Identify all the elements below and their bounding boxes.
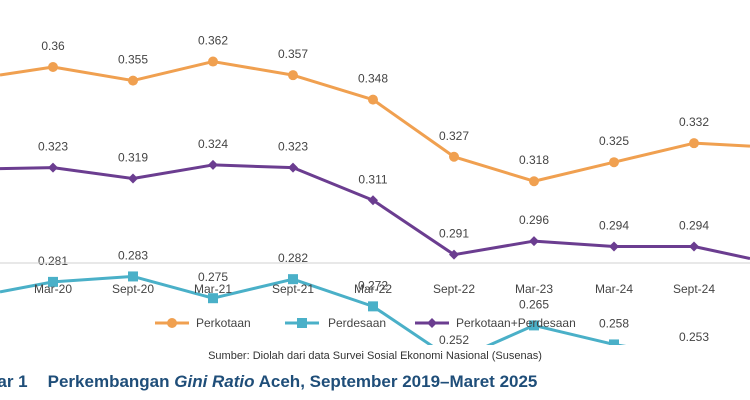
perkotaan-perdesaan-value-sept-24: 0.294 xyxy=(679,219,709,233)
x-tick-mar-23: Mar-23 xyxy=(515,282,553,296)
perdesaan-point-sept-20 xyxy=(128,271,138,282)
perkotaan-perdesaan-point-mar-23 xyxy=(529,236,539,247)
perkotaan-value-mar-23: 0.318 xyxy=(519,153,549,167)
perdesaan-point-mar-22 xyxy=(368,301,378,312)
perdesaan-value-mar-20: 0.281 xyxy=(38,254,68,268)
perdesaan-value-sept-21: 0.282 xyxy=(278,251,308,265)
perkotaan-value-mar-24: 0.325 xyxy=(599,134,629,148)
x-tick-mar-22: Mar-22 xyxy=(354,282,392,296)
legend-marker-perkotaan xyxy=(167,318,177,328)
perkotaan-value-sept-21: 0.357 xyxy=(278,47,308,61)
caption-italic: Gini Ratio xyxy=(174,372,255,391)
perkotaan-value-sept-20: 0.355 xyxy=(118,53,148,67)
legend-label-perkotaan-perdesaan: Perkotaan+Perdesaan xyxy=(456,316,576,330)
x-tick-mar-24: Mar-24 xyxy=(595,282,633,296)
perdesaan-point-mar-23 xyxy=(529,320,539,331)
perkotaan-perdesaan-value-mar-20: 0.323 xyxy=(38,140,68,154)
perkotaan-point-sept-24 xyxy=(689,138,699,149)
perkotaan-point-mar-24 xyxy=(609,157,619,168)
x-tick-sept-24: Sept-24 xyxy=(673,282,715,296)
perkotaan-perdesaan-value-mar-22: 0.311 xyxy=(358,172,387,186)
x-tick-sept-21: Sept-21 xyxy=(272,282,314,296)
gini-ratio-line-chart: 0.36 0.355 0.362 0.357 0.348 0.327 0.318 0.325 0… xyxy=(0,34,750,345)
perkotaan-perdesaan-value-sept-22: 0.291 xyxy=(439,227,469,241)
perkotaan-value-mar-22: 0.348 xyxy=(358,72,388,86)
perdesaan-value-sept-20: 0.283 xyxy=(118,248,148,262)
x-tick-sept-22: Sept-22 xyxy=(433,282,475,296)
perkotaan-value-sept-24: 0.332 xyxy=(679,115,709,129)
perkotaan-point-sept-21 xyxy=(288,70,298,81)
perkotaan-value-mar-21: 0.362 xyxy=(198,34,228,48)
perdesaan-value-mar-23: 0.265 xyxy=(519,297,549,311)
perdesaan-value-sept-24: 0.253 xyxy=(679,330,709,344)
x-tick-sept-20: Sept-20 xyxy=(112,282,154,296)
x-tick-mar-20: Mar-20 xyxy=(34,282,72,296)
perkotaan-point-mar-22 xyxy=(368,94,378,105)
figure-caption: bar 1 Perkembangan Gini Ratio Aceh, Septe… xyxy=(0,372,740,392)
perkotaan-perdesaan-value-sept-21: 0.323 xyxy=(278,140,308,154)
perkotaan-perdesaan-point-sept-21 xyxy=(288,162,298,173)
legend-marker-perkotaan-perdesaan xyxy=(427,318,437,328)
perkotaan-perdesaan-point-sept-20 xyxy=(128,173,138,184)
figure-number: bar 1 xyxy=(0,372,28,391)
perkotaan-point-mar-23 xyxy=(529,176,539,187)
legend-label-perdesaan: Perdesaan xyxy=(328,316,386,330)
perdesaan-point-sept-21 xyxy=(288,274,298,285)
perkotaan-point-sept-22 xyxy=(449,151,459,162)
perkotaan-perdesaan-value-mar-21: 0.324 xyxy=(198,137,228,151)
perkotaan-perdesaan-point-sept-24 xyxy=(689,241,699,252)
caption-text-end: Aceh, September 2019–Maret 2025 xyxy=(254,372,538,391)
perdesaan-value-mar-24: 0.258 xyxy=(599,316,629,330)
perkotaan-perdesaan-point-mar-21 xyxy=(208,159,218,170)
perkotaan-perdesaan-point-mar-20 xyxy=(48,162,58,173)
perdesaan-value-mar-22: 0.272 xyxy=(358,278,388,292)
perdesaan-point-mar-21 xyxy=(208,293,218,304)
perdesaan-value-mar-21: 0.275 xyxy=(198,270,228,284)
source-note: Sumber: Diolah dari data Survei Sosial E… xyxy=(208,350,542,362)
perdesaan-value-sept-22: 0.252 xyxy=(439,333,469,345)
perkotaan-value-sept-22: 0.327 xyxy=(439,129,469,143)
perkotaan-perdesaan-point-sept-22 xyxy=(449,249,459,260)
legend: Perkotaan Perdesaan Perkotaan+Perdesaan xyxy=(155,316,576,330)
perkotaan-perdesaan-point-mar-24 xyxy=(609,241,619,252)
perkotaan-perdesaan-point-mar-22 xyxy=(368,195,378,206)
perkotaan-point-mar-21 xyxy=(208,56,218,67)
perkotaan-point-mar-20 xyxy=(48,62,58,72)
perkotaan-point-sept-20 xyxy=(128,75,138,86)
perkotaan-perdesaan-value-mar-24: 0.294 xyxy=(599,219,629,233)
perkotaan-value-mar-20: 0.36 xyxy=(41,39,65,53)
perdesaan-point-mar-20 xyxy=(48,276,58,287)
perkotaan-perdesaan-value-mar-23: 0.296 xyxy=(519,213,549,227)
perkotaan-perdesaan-value-sept-20: 0.319 xyxy=(118,151,148,165)
caption-text-start: Perkembangan xyxy=(47,372,175,391)
perdesaan-point-mar-24 xyxy=(609,339,619,345)
legend-label-perkotaan: Perkotaan xyxy=(196,316,251,330)
legend-marker-perdesaan xyxy=(297,318,307,328)
x-tick-mar-21: Mar-21 xyxy=(194,282,232,296)
